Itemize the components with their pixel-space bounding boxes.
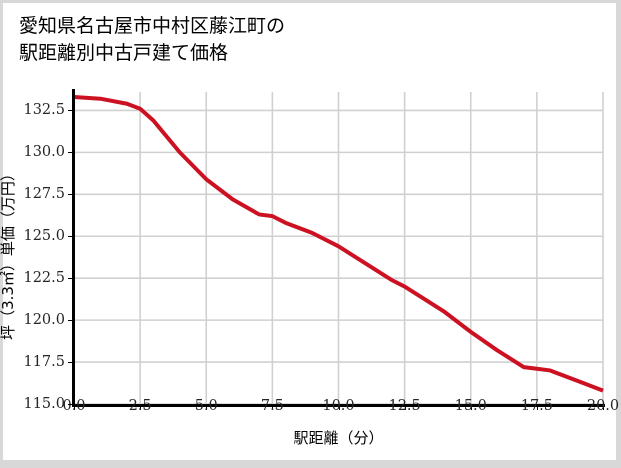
y-axis-spine [72, 89, 75, 404]
y-tick-mark [68, 278, 73, 280]
y-tick-label: 122.5 [23, 270, 65, 287]
data-line [73, 95, 604, 393]
x-tick-label: 5.0 [194, 398, 218, 414]
y-tick-label: 117.5 [23, 354, 65, 371]
y-axis-label: 坪（3.3㎡）単価（万円） [0, 166, 17, 340]
x-tick-mark [74, 405, 75, 410]
x-tick-label: 17.5 [520, 398, 554, 414]
x-tick-mark [470, 405, 472, 410]
y-tick-mark [68, 194, 73, 196]
x-axis-label: 駅距離（分） [293, 429, 384, 447]
plot-area: 0.0 2.5 5.0 7.5 10.0 12.5 15.0 17.5 20.0 115.0 11… [23, 89, 619, 414]
x-tick-label: 0.0 [62, 398, 86, 414]
y-tick-mark [68, 110, 73, 112]
x-tick-label: 7.5 [260, 398, 284, 414]
x-tick-label: 10.0 [322, 398, 355, 414]
y-tick-label: 120.0 [23, 312, 65, 329]
x-tick-label: 20.0 [586, 398, 620, 414]
page-title: 愛知県名古屋市中村区藤江町の 駅距離別中古戸建て価格 [19, 13, 579, 67]
x-tick-label: 12.5 [388, 398, 421, 414]
series-line [73, 95, 604, 393]
y-tick-label: 125.0 [23, 228, 65, 245]
x-tick-mark [206, 405, 208, 410]
x-tick-mark [338, 405, 340, 410]
chart-figure: 愛知県名古屋市中村区藤江町の 駅距離別中古戸建て価格 0.0 2.5 5.0 7.5 10… [0, 3, 619, 460]
y-tick-mark [68, 404, 73, 405]
x-tick-label: 2.5 [128, 398, 152, 414]
y-tick-label: 127.5 [23, 186, 65, 203]
x-tick-mark [272, 405, 274, 410]
x-tick-mark [536, 405, 538, 410]
x-tick-mark [140, 405, 142, 410]
y-tick-mark [68, 152, 73, 154]
y-tick-mark [68, 236, 73, 238]
x-tick-mark [404, 405, 406, 410]
y-tick-label: 132.5 [23, 102, 65, 119]
y-tick-label: 115.0 [23, 396, 65, 412]
y-tick-mark [68, 362, 73, 364]
y-tick-label: 130.0 [23, 144, 65, 161]
x-tick-label: 15.0 [454, 398, 487, 414]
x-tick-mark [603, 405, 604, 410]
title-line-1: 愛知県名古屋市中村区藤江町の [19, 15, 286, 37]
y-tick-mark [68, 320, 73, 322]
title-line-2: 駅距離別中古戸建て価格 [19, 42, 229, 64]
